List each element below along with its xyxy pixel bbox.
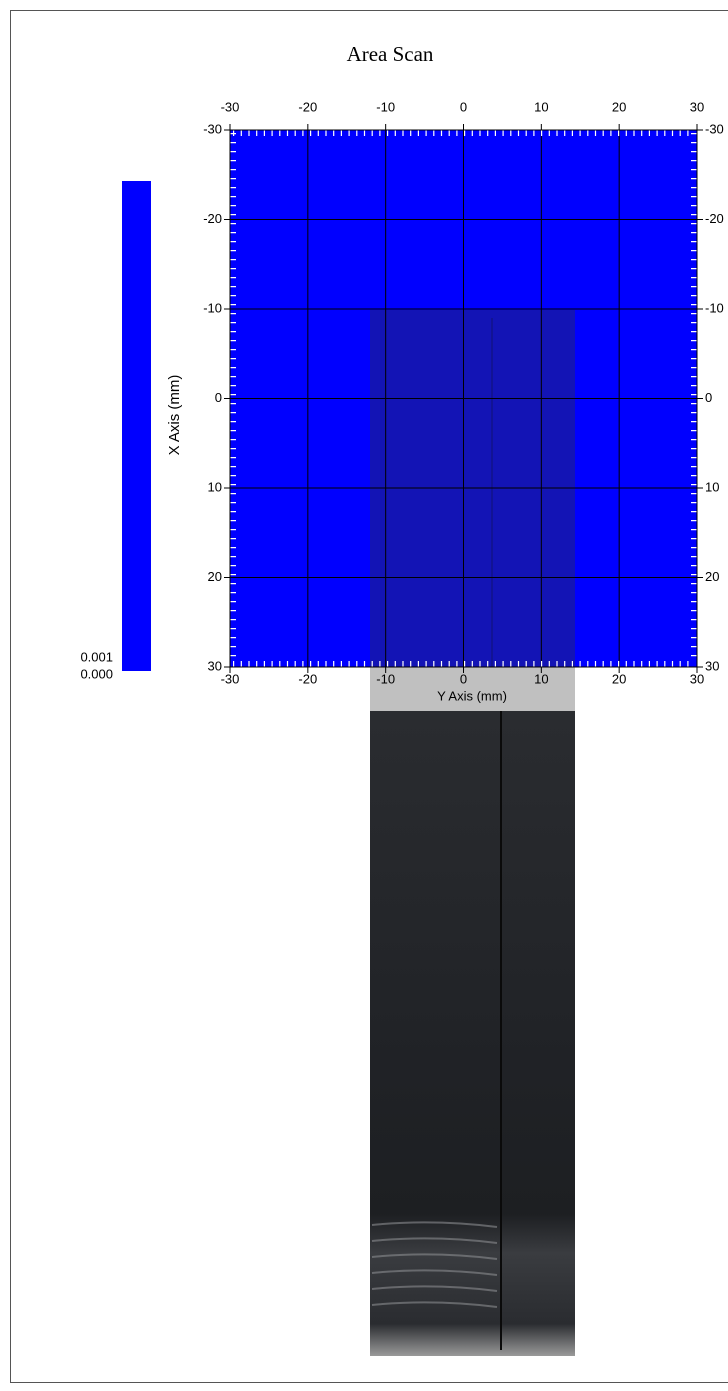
- x-tick-label: 10: [534, 99, 548, 114]
- y-tick-label: -30: [705, 121, 724, 136]
- x-tick-label: -10: [376, 99, 395, 114]
- x-axis-label: Y Axis (mm): [437, 688, 507, 703]
- y-tick-label: 20: [705, 569, 719, 584]
- y-tick-label: -10: [203, 300, 222, 315]
- y-tick-label: -10: [705, 300, 724, 315]
- y-tick-label: 20: [208, 569, 222, 584]
- colorbar: [122, 181, 151, 671]
- x-label-band: [370, 667, 575, 711]
- y-tick-label: 0: [215, 390, 222, 405]
- x-tick-label: -30: [221, 671, 240, 686]
- x-tick-label: 0: [460, 99, 467, 114]
- sample-streak: [371, 1237, 498, 1244]
- y-tick-label: 0: [705, 390, 712, 405]
- y-tick-label: -20: [203, 211, 222, 226]
- sample-photo: [370, 711, 575, 1356]
- y-tick-label: -20: [705, 211, 724, 226]
- chart-title: Area Scan: [347, 42, 434, 66]
- x-tick-label: -20: [298, 671, 317, 686]
- y-tick-label: 10: [208, 479, 222, 494]
- x-tick-label: -10: [376, 671, 395, 686]
- x-tick-label: 30: [690, 671, 704, 686]
- x-tick-label: 10: [534, 671, 548, 686]
- sample-streak: [371, 1221, 498, 1228]
- x-tick-label: 30: [690, 99, 704, 114]
- frame: [10, 10, 728, 1383]
- sample-streak: [371, 1301, 498, 1308]
- x-tick-label: -30: [221, 99, 240, 114]
- x-tick-label: 20: [612, 671, 626, 686]
- y-tick-label: 30: [705, 658, 719, 673]
- y-tick-label: 30: [208, 658, 222, 673]
- sample-streak: [371, 1269, 498, 1276]
- plot-border: [229, 129, 698, 668]
- y-axis-label: X Axis (mm): [166, 375, 183, 456]
- colorbar-label: 0.001: [80, 649, 113, 664]
- colorbar-label: 0.000: [80, 666, 113, 681]
- x-tick-label: 0: [460, 671, 467, 686]
- x-tick-label: -20: [298, 99, 317, 114]
- sample-streak: [371, 1285, 498, 1292]
- y-tick-label: -30: [203, 121, 222, 136]
- sample-streak: [371, 1253, 498, 1260]
- x-tick-label: 20: [612, 99, 626, 114]
- y-tick-label: 10: [705, 479, 719, 494]
